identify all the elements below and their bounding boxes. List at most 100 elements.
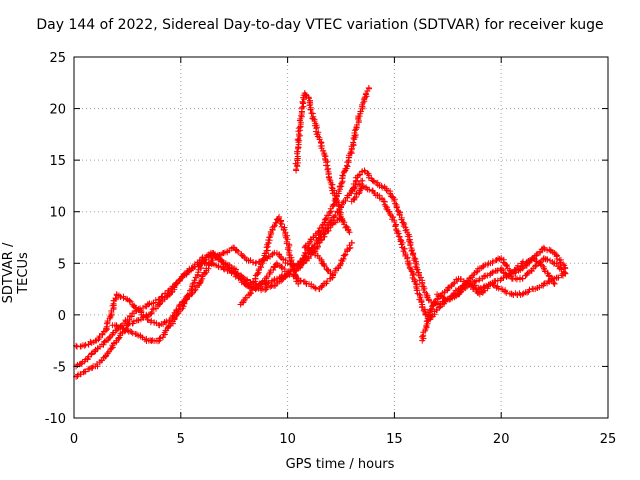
series-track-1	[73, 213, 344, 380]
data-point	[365, 84, 372, 91]
series-peak-1	[292, 90, 353, 236]
series-track-9	[434, 255, 558, 303]
trace-marker	[106, 334, 113, 341]
data-point	[551, 280, 558, 287]
trace-marker	[344, 159, 351, 166]
trace-marker	[228, 264, 235, 271]
trace-marker	[499, 266, 506, 273]
x-tick-label: 10	[279, 432, 296, 447]
x-tick-label: 0	[70, 432, 78, 447]
trace-marker	[104, 350, 111, 357]
series-track-5	[237, 213, 302, 308]
trace-marker	[133, 331, 140, 338]
trace-marker	[182, 296, 189, 303]
trace-marker	[393, 204, 400, 211]
trace-marker	[294, 137, 301, 144]
trace-marker	[126, 297, 133, 304]
trace-marker	[302, 243, 309, 250]
trace-marker	[419, 303, 426, 310]
trace-marker	[125, 321, 132, 328]
data-point	[295, 280, 302, 287]
data-point	[540, 244, 547, 251]
trace-marker	[500, 256, 507, 263]
trace-marker	[332, 212, 339, 219]
trace-marker	[514, 262, 521, 269]
trace-marker	[210, 250, 217, 257]
trace-marker	[198, 277, 205, 284]
trace-marker	[502, 288, 508, 295]
trace-marker	[173, 279, 180, 286]
data-point	[427, 306, 434, 313]
chart-title: Day 144 of 2022, Sidereal Day-to-day VTE…	[36, 17, 604, 33]
trace-marker	[312, 252, 319, 259]
trace-marker	[533, 252, 540, 259]
trace-marker	[106, 315, 113, 322]
data-point	[348, 188, 355, 195]
trace-marker	[357, 186, 364, 192]
trace-marker	[473, 278, 480, 285]
trace-marker	[328, 217, 335, 224]
trace-marker	[313, 124, 320, 131]
trace-marker	[444, 287, 451, 294]
trace-marker	[505, 272, 511, 279]
trace-marker	[271, 223, 278, 230]
y-tick-label: 25	[49, 51, 66, 66]
trace-marker	[284, 236, 291, 243]
trace-marker	[457, 289, 464, 296]
trace-marker	[409, 247, 416, 253]
trace-marker	[176, 302, 183, 309]
y-tick-label: 20	[49, 103, 66, 118]
trace-marker	[265, 279, 272, 286]
trace-marker	[342, 251, 349, 258]
trace-marker	[534, 250, 540, 257]
data-point	[145, 301, 152, 308]
trace-marker	[291, 271, 298, 278]
y-tick-label: 5	[58, 257, 66, 272]
trace-marker	[386, 210, 393, 217]
trace-marker	[163, 318, 170, 325]
trace-marker	[398, 216, 405, 223]
trace-marker	[560, 261, 567, 268]
trace-marker	[391, 198, 398, 204]
trace-marker	[436, 304, 443, 311]
data-point	[220, 265, 227, 272]
trace-marker	[109, 332, 116, 339]
trace-marker	[103, 320, 110, 327]
trace-marker	[311, 284, 318, 291]
trace-marker	[126, 316, 133, 323]
plot-frame	[73, 56, 609, 419]
trace-marker	[253, 259, 260, 266]
trace-marker	[470, 286, 476, 293]
trace-marker	[292, 272, 299, 279]
trace-marker	[157, 334, 164, 341]
trace-marker	[352, 181, 359, 187]
x-tick-label: 25	[600, 432, 617, 447]
y-tick-label: 15	[49, 154, 66, 169]
trace-marker	[270, 267, 277, 273]
x-tick-label: 5	[177, 432, 185, 447]
trace-marker	[174, 311, 181, 318]
trace-marker	[342, 198, 349, 204]
trace-marker	[108, 345, 115, 352]
trace-marker	[331, 213, 338, 220]
trace-marker	[489, 258, 496, 265]
trace-marker	[318, 283, 325, 290]
trace-marker	[128, 328, 135, 335]
data-point	[346, 229, 353, 236]
trace-marker	[503, 289, 510, 296]
trace-marker	[299, 104, 306, 111]
trace-marker	[164, 290, 171, 297]
trace-marker	[410, 252, 417, 259]
y-tick-label: 0	[58, 309, 66, 324]
x-axis-label: GPS time / hours	[285, 457, 395, 472]
trace-marker	[95, 336, 102, 343]
trace-marker	[240, 298, 247, 305]
trace-marker	[294, 148, 300, 155]
data-point	[124, 327, 131, 334]
trace-marker	[129, 330, 136, 337]
trace-marker	[149, 306, 156, 313]
trace-marker	[406, 238, 413, 245]
trace-marker	[88, 350, 95, 357]
trace-marker	[341, 252, 348, 259]
trace-marker	[325, 174, 332, 181]
